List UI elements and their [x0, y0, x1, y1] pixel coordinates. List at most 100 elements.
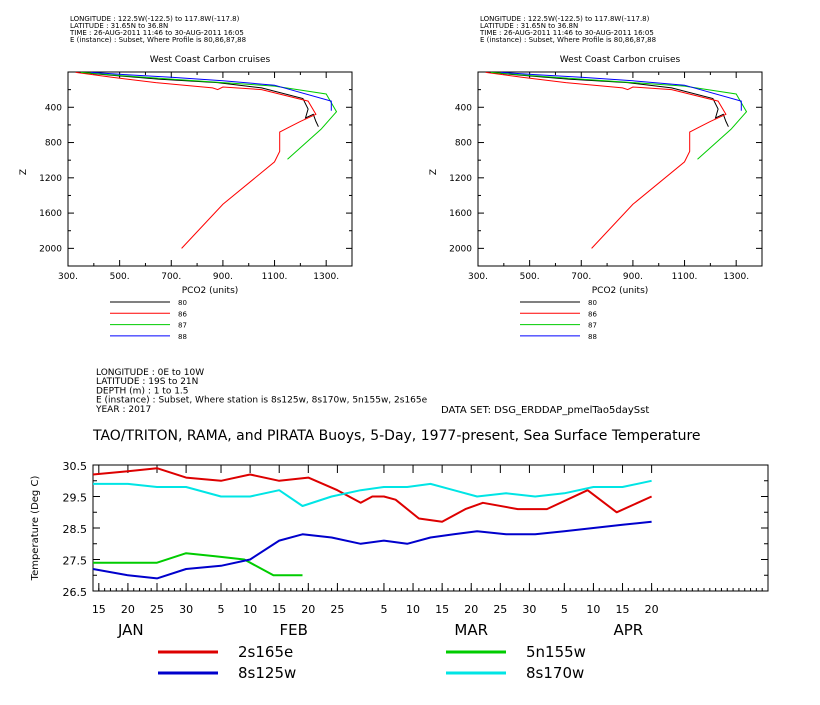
x-axis-label: PCO2 (units) [592, 286, 649, 296]
series-line-86 [75, 71, 317, 249]
header-line: E (instance) : Subset, Where station is … [96, 396, 428, 406]
x-tick-label: 300. [58, 272, 78, 282]
y-tick-label: 800 [455, 139, 472, 149]
x-tick-label: 1300. [313, 272, 339, 282]
legend-label-86: 86 [178, 310, 187, 318]
x-tick-label: 1300. [723, 272, 749, 282]
x-tick-label: 1100. [262, 272, 288, 282]
header-line: LONGITUDE : 0E to 10W [96, 368, 204, 378]
x-tick-label: 10 [586, 603, 600, 616]
x-axis-label: PCO2 (units) [182, 286, 239, 296]
series-line-86 [485, 71, 727, 249]
series-line-8s125w [92, 520, 652, 580]
x-tick-label: 25 [330, 603, 344, 616]
legend-label-80: 80 [588, 299, 597, 307]
x-tick-label: 20 [464, 603, 478, 616]
header-line: E (instance) : Subset, Where Profile is … [480, 36, 656, 44]
x-tick-label: 20 [301, 603, 315, 616]
plot-frame [477, 71, 763, 267]
x-tick-label: 10 [406, 603, 420, 616]
x-tick-label: 500. [110, 272, 130, 282]
x-tick-label: 5 [380, 603, 387, 616]
header-line: LONGITUDE : 122.5W(-122.5) to 117.8W(-11… [70, 15, 240, 23]
chart-title: West Coast Carbon cruises [150, 55, 271, 65]
legend-label-8s125w: 8s125w [238, 664, 296, 682]
y-axis-label: Temperature (Deg C) [30, 476, 41, 582]
x-tick-label: 15 [435, 603, 449, 616]
legend-label-86: 86 [588, 310, 597, 318]
y-tick-label: 800 [45, 139, 62, 149]
x-tick-label: 5 [218, 603, 225, 616]
y-tick-label: 400 [45, 103, 62, 113]
chart-title: TAO/TRITON, RAMA, and PIRATA Buoys, 5-Da… [92, 428, 701, 444]
legend-label-80: 80 [178, 299, 187, 307]
month-label: FEB [280, 621, 308, 639]
x-tick-label: 700. [571, 272, 591, 282]
y-tick-label: 26.5 [63, 586, 88, 599]
header-line: E (instance) : Subset, Where Profile is … [70, 36, 246, 44]
x-tick-label: 15 [272, 603, 286, 616]
y-tick-label: 1200 [39, 174, 62, 184]
x-tick-label: 25 [150, 603, 164, 616]
legend-label-87: 87 [178, 322, 187, 330]
series-line-8s170w [93, 479, 652, 507]
x-tick-label: 20 [645, 603, 659, 616]
y-axis-label: Z [429, 169, 439, 175]
header-line: LATITUDE : 31.65N to 36.8N [480, 22, 578, 30]
series-line-80 [78, 71, 319, 127]
series-line-80 [488, 71, 729, 127]
y-tick-label: 2000 [39, 244, 62, 254]
profile-chart-right: LONGITUDE : 122.5W(-122.5) to 117.8W(-11… [429, 15, 763, 341]
y-tick-label: 30.5 [63, 460, 88, 473]
y-tick-label: 29.5 [63, 492, 88, 505]
header-line: LATITUDE : 19S to 21N [96, 377, 198, 387]
x-tick-label: 900. [213, 272, 233, 282]
header-line: TIME : 26-AUG-2011 11:46 to 30-AUG-2011 … [69, 29, 244, 37]
x-tick-label: 500. [520, 272, 540, 282]
legend-label-88: 88 [588, 333, 597, 341]
header-line: DEPTH (m) : 1 to 1.5 [96, 386, 189, 396]
series-line-88 [91, 71, 332, 111]
legend-label-8s170w: 8s170w [526, 664, 584, 682]
x-tick-label: 5 [561, 603, 568, 616]
x-tick-label: 15 [92, 603, 106, 616]
series-line-87 [80, 71, 338, 160]
y-tick-label: 1200 [449, 174, 472, 184]
y-tick-label: 28.5 [63, 523, 88, 536]
x-tick-label: 700. [161, 272, 181, 282]
x-tick-label: 25 [493, 603, 507, 616]
header-line: LATITUDE : 31.65N to 36.8N [70, 22, 168, 30]
y-tick-label: 2000 [449, 244, 472, 254]
x-tick-label: 30 [522, 603, 536, 616]
plot-frame [67, 71, 353, 267]
legend-label-5n155w: 5n155w [526, 643, 586, 661]
x-tick-label: 20 [121, 603, 135, 616]
month-label: JAN [117, 621, 144, 639]
y-tick-label: 27.5 [63, 555, 88, 568]
x-tick-label: 1100. [672, 272, 698, 282]
header-line: YEAR : 2017 [95, 405, 151, 415]
y-axis-label: Z [19, 169, 29, 175]
series-line-88 [501, 71, 742, 111]
profile-chart-left: LONGITUDE : 122.5W(-122.5) to 117.8W(-11… [19, 15, 353, 341]
series-line-87 [490, 71, 748, 160]
header-line: LONGITUDE : 122.5W(-122.5) to 117.8W(-11… [480, 15, 650, 23]
header-line: TIME : 26-AUG-2011 11:46 to 30-AUG-2011 … [479, 29, 654, 37]
x-tick-label: 10 [243, 603, 257, 616]
dataset-label: DATA SET: DSG_ERDDAP_pmelTao5daySst [441, 405, 649, 416]
x-tick-label: 30 [179, 603, 193, 616]
series-line-2s165e [92, 467, 653, 523]
y-tick-label: 1600 [39, 209, 62, 219]
legend-label-2s165e: 2s165e [238, 643, 293, 661]
chart-title: West Coast Carbon cruises [560, 55, 681, 65]
x-tick-label: 300. [468, 272, 488, 282]
y-tick-label: 1600 [449, 209, 472, 219]
month-label: APR [613, 621, 643, 639]
x-tick-label: 900. [623, 272, 643, 282]
y-tick-label: 400 [455, 103, 472, 113]
x-tick-label: 15 [616, 603, 630, 616]
month-label: MAR [454, 621, 488, 639]
series-line-5n155w [93, 552, 303, 577]
